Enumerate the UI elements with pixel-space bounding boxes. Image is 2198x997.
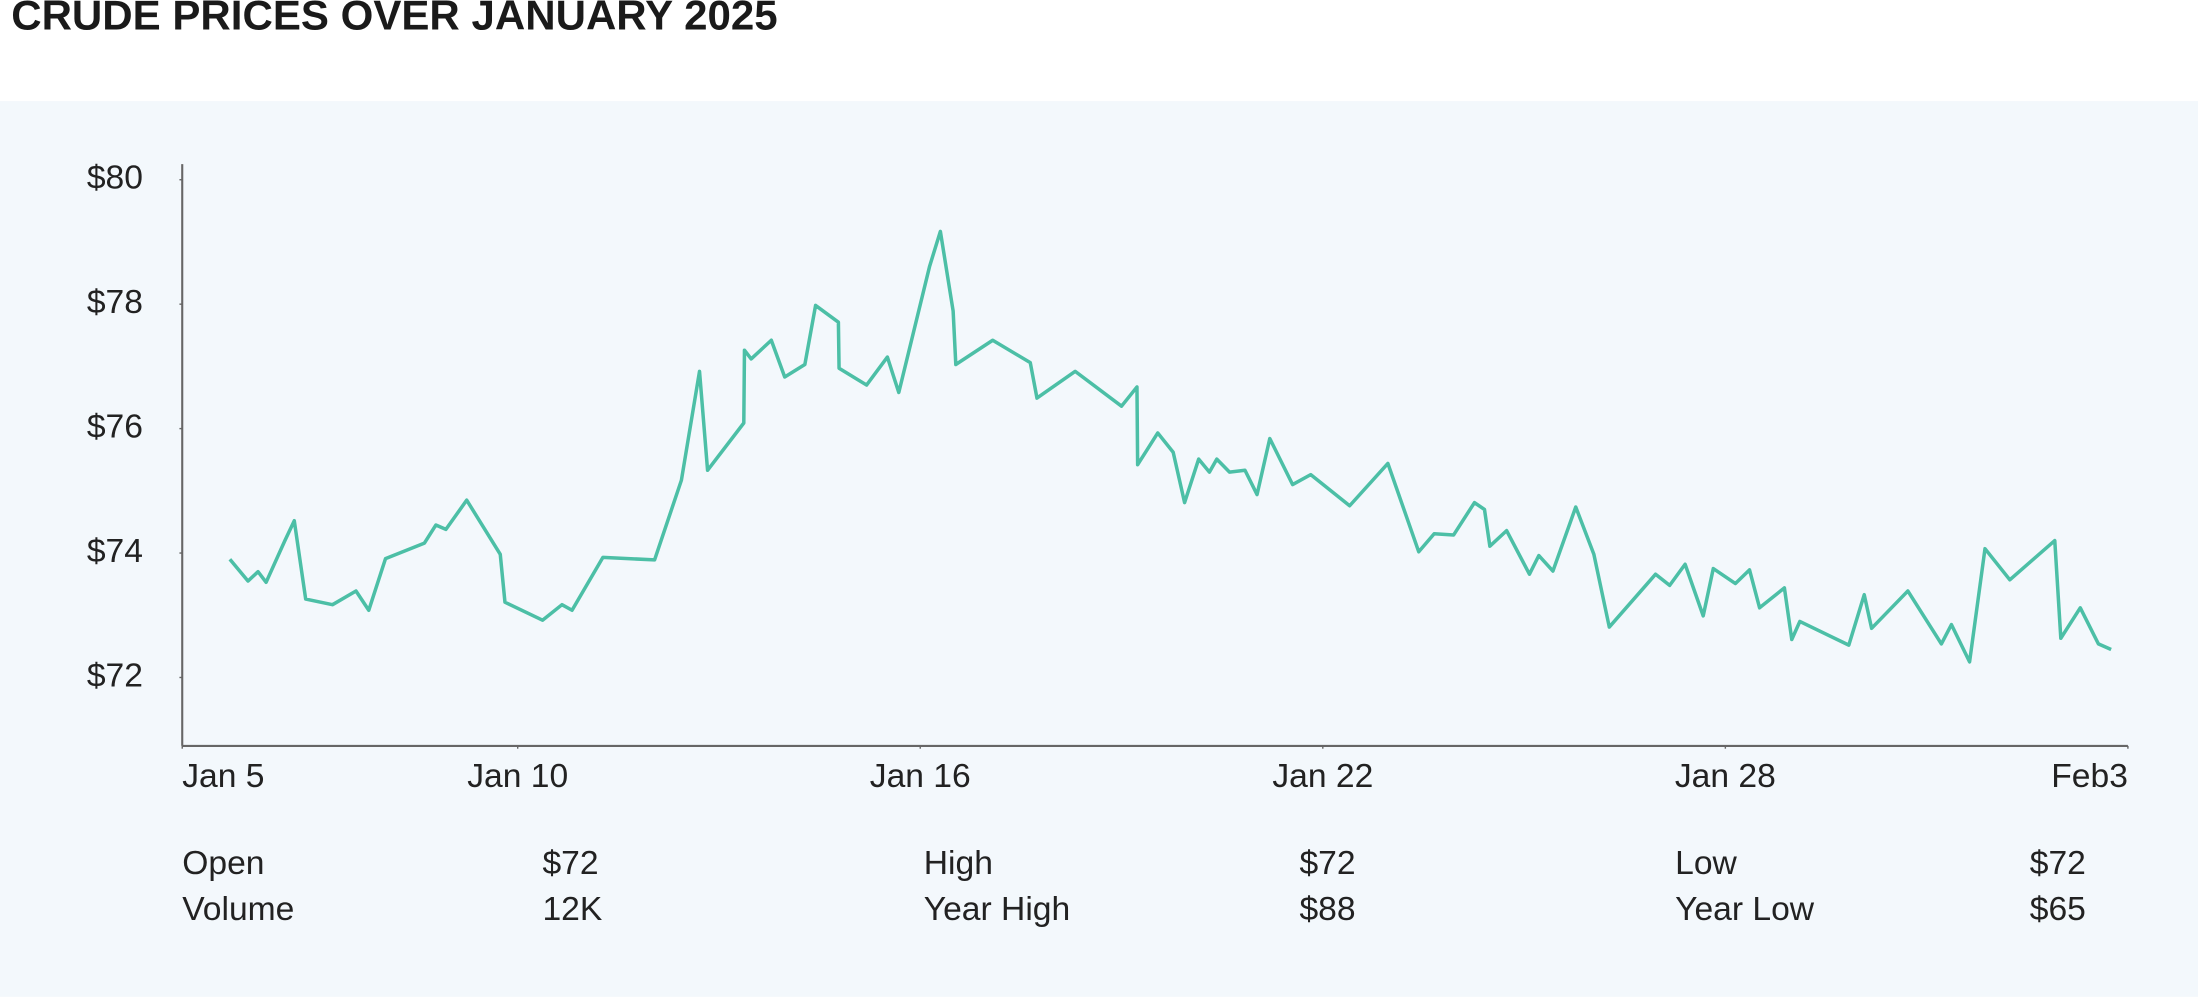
stat-label: Year High [924,891,1070,928]
x-tick-label: Jan 5 [182,758,264,795]
stat-value: $72 [542,845,598,882]
stat-label: Low [1675,845,1737,882]
x-tick-label: Jan 22 [1272,758,1373,795]
x-tick-label: Jan 16 [870,758,971,795]
panel [0,101,2198,997]
stat-value: $88 [1299,891,1355,928]
stat-value: $65 [2030,891,2086,928]
stat-label: High [924,845,993,882]
x-tick-label: Jan 28 [1675,758,1776,795]
y-tick-label: $74 [87,533,143,570]
y-tick-label: $72 [87,657,143,694]
y-tick-label: $76 [87,408,143,445]
stat-value: $72 [1299,845,1355,882]
y-tick-label: $80 [87,160,143,197]
chart-title: CRUDE PRICES OVER JANUARY 2025 [11,0,777,38]
stat-label: Volume [182,891,294,928]
stat-value: 12K [542,891,602,928]
x-tick-label: Jan 10 [467,758,568,795]
x-tick-label: Feb3 [2051,758,2128,795]
price-line [228,229,2112,664]
stat-label: Year Low [1675,891,1815,928]
stat-label: Open [182,845,264,882]
stat-value: $72 [2030,845,2086,882]
y-tick-label: $78 [87,284,143,321]
